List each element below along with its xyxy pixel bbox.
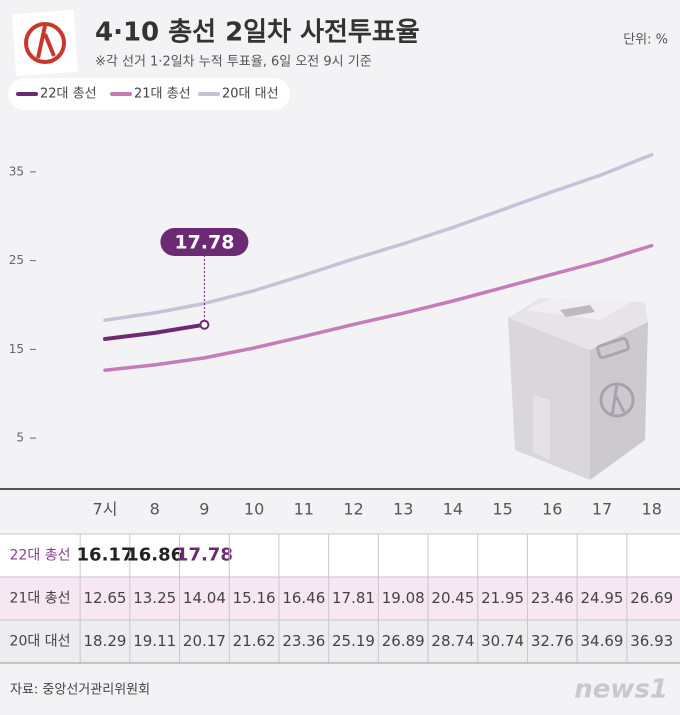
legend-label: 20대 대선 (222, 87, 279, 102)
table-cell: 14.04 (183, 589, 226, 607)
table-row (0, 620, 680, 663)
table-cell: 23.46 (531, 589, 574, 607)
legend-box (8, 78, 290, 110)
table-cell: 16.46 (282, 589, 325, 607)
legend-label: 21대 총선 (134, 87, 191, 102)
x-tick-label: 11 (294, 500, 314, 519)
x-tick-label: 16 (542, 500, 562, 519)
callout-box (160, 228, 249, 256)
chart-subtitle: ※각 선거 1·2일차 누적 투표율, 6일 오전 9시 기준 (95, 55, 372, 70)
y-tick-label: 25 (9, 253, 24, 267)
table-cell: 19.08 (382, 589, 425, 607)
table-cell: 16.17 (77, 545, 134, 566)
callout-label: 17.78 (174, 232, 234, 254)
table-cell: 28.74 (431, 632, 474, 650)
table-cell: 21.95 (481, 589, 524, 607)
series-line (103, 243, 654, 372)
x-tick-label: 18 (642, 500, 662, 519)
x-tick-label: 15 (492, 500, 512, 519)
table-top-rule (0, 488, 680, 490)
table-cell: 16.86 (126, 545, 183, 566)
unit-label: 단위: % (623, 33, 668, 48)
x-tick-label: 14 (443, 500, 463, 519)
table-cell: 23.36 (282, 632, 325, 650)
table-cell: 19.11 (133, 632, 176, 650)
y-tick-label: 15 (9, 342, 24, 356)
table-cell: 30.74 (481, 632, 524, 650)
table-cell: 25.19 (332, 632, 375, 650)
y-tick-label: 35 (9, 164, 24, 178)
source: 자료: 중앙선거관리위원회 (10, 683, 150, 698)
row-label: 22대 총선 (10, 548, 71, 564)
table-cell: 32.76 (531, 632, 574, 650)
x-tick-label: 12 (343, 500, 363, 519)
table-cell: 15.16 (233, 589, 276, 607)
table-cell: 26.89 (382, 632, 425, 650)
table-cell: 12.65 (84, 589, 127, 607)
x-tick-label: 7시 (93, 500, 118, 519)
row-label: 20대 대선 (10, 634, 71, 650)
y-tick-label: 5 (16, 431, 24, 445)
x-tick-label: 13 (393, 500, 413, 519)
table-cell: 17.81 (332, 589, 375, 607)
table-cell: 17.78 (176, 545, 233, 566)
table-cell: 34.69 (581, 632, 624, 650)
table-cell: 36.93 (630, 632, 673, 650)
table-cell: 24.95 (581, 589, 624, 607)
table-cell: 21.62 (233, 632, 276, 650)
legend-label: 22대 총선 (40, 87, 97, 102)
chart-title: 4·10 총선 2일차 사전투표율 (95, 18, 420, 48)
row-label: 21대 총선 (10, 591, 71, 607)
ballot-box (508, 298, 648, 480)
x-tick-label: 17 (592, 500, 612, 519)
end-marker (199, 319, 210, 330)
table-cell: 26.69 (630, 589, 673, 607)
table-cell: 20.17 (183, 632, 226, 650)
x-tick-label: 10 (244, 500, 264, 519)
logo-text: news1 (574, 675, 668, 705)
x-tick-label: 9 (199, 500, 209, 519)
x-tick-label: 8 (150, 500, 160, 519)
table-cell: 18.29 (84, 632, 127, 650)
table-row (0, 577, 680, 620)
table-cell: 20.45 (431, 589, 474, 607)
table-cell: 13.25 (133, 589, 176, 607)
series-line (103, 322, 207, 341)
table-row (0, 534, 680, 577)
series-line (103, 152, 654, 322)
logo-icon (11, 9, 79, 77)
